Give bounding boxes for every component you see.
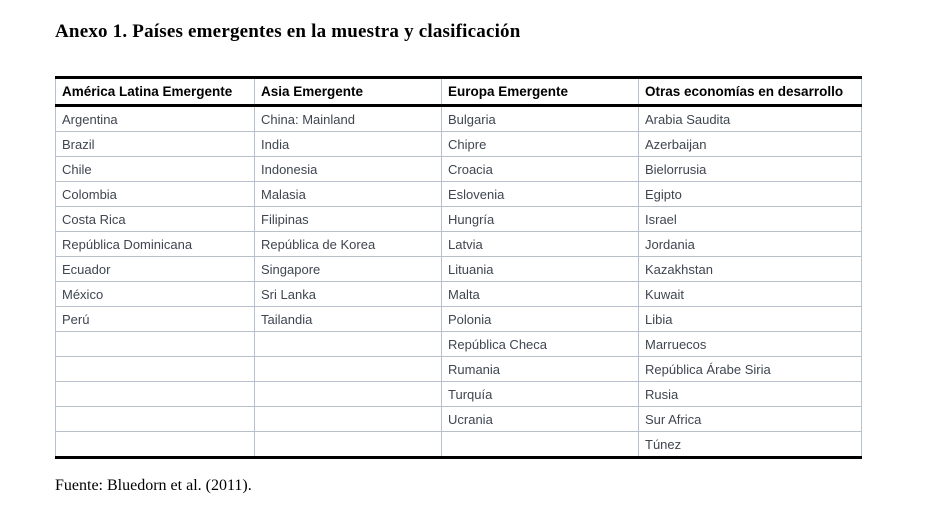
- table-cell: Malta: [441, 281, 639, 307]
- classification-table: América Latina Emergente Asia Emergente Eu…: [55, 76, 862, 459]
- table-cell: [254, 356, 442, 382]
- table-row: Túnez: [55, 431, 862, 459]
- table-row: Ucrania Sur Africa: [55, 406, 862, 432]
- table-cell: Croacia: [441, 156, 639, 182]
- table-cell: China: Mainland: [254, 105, 442, 132]
- page-title: Anexo 1. Países emergentes en la muestra…: [55, 21, 521, 42]
- table-cell: Rumania: [441, 356, 639, 382]
- table-cell: Tailandia: [254, 306, 442, 332]
- table-cell: Azerbaijan: [638, 131, 862, 157]
- table-cell: Marruecos: [638, 331, 862, 357]
- table-cell: Argentina: [55, 105, 255, 132]
- source-note: Fuente: Bluedorn et al. (2011).: [55, 477, 252, 494]
- table-cell: República de Korea: [254, 231, 442, 257]
- table-row: Turquía Rusia: [55, 381, 862, 407]
- table-row: Rumania República Árabe Siria: [55, 356, 862, 382]
- table-cell: [55, 331, 255, 357]
- table-cell: Sri Lanka: [254, 281, 442, 307]
- table-cell: México: [55, 281, 255, 307]
- table-cell: República Dominicana: [55, 231, 255, 257]
- table-cell: Turquía: [441, 381, 639, 407]
- table-cell: Israel: [638, 206, 862, 232]
- table-cell: Singapore: [254, 256, 442, 282]
- table-cell: Eslovenia: [441, 181, 639, 207]
- table-cell: República Checa: [441, 331, 639, 357]
- table-cell: Filipinas: [254, 206, 442, 232]
- table-cell: [441, 431, 639, 459]
- table-row: República Checa Marruecos: [55, 331, 862, 357]
- table-row: México Sri Lanka Malta Kuwait: [55, 281, 862, 307]
- table-row: Colombia Malasia Eslovenia Egipto: [55, 181, 862, 207]
- table-cell: [254, 381, 442, 407]
- table-cell: [55, 381, 255, 407]
- table-cell: Hungría: [441, 206, 639, 232]
- table-body: Argentina China: Mainland Bulgaria Arabia S…: [55, 105, 862, 459]
- table-cell: [55, 356, 255, 382]
- table-cell: Colombia: [55, 181, 255, 207]
- table-row: Argentina China: Mainland Bulgaria Arabia S…: [55, 105, 862, 132]
- table-cell: Chipre: [441, 131, 639, 157]
- table-cell: Indonesia: [254, 156, 442, 182]
- table-row: Perú Tailandia Polonia Libia: [55, 306, 862, 332]
- table-cell: [254, 331, 442, 357]
- table-cell: Brazil: [55, 131, 255, 157]
- table-row: Brazil India Chipre Azerbaijan: [55, 131, 862, 157]
- table-cell: [55, 431, 255, 459]
- table-row: Ecuador Singapore Lituania Kazakhstan: [55, 256, 862, 282]
- table-cell: India: [254, 131, 442, 157]
- table-cell: Ecuador: [55, 256, 255, 282]
- table-cell: Bulgaria: [441, 105, 639, 132]
- table-cell: República Árabe Siria: [638, 356, 862, 382]
- column-header: Otras economías en desarrollo: [638, 76, 862, 107]
- table-cell: Kazakhstan: [638, 256, 862, 282]
- table-cell: Ucrania: [441, 406, 639, 432]
- table-cell: Jordania: [638, 231, 862, 257]
- table-cell: Arabia Saudita: [638, 105, 862, 132]
- table-cell: Latvia: [441, 231, 639, 257]
- table-cell: Polonia: [441, 306, 639, 332]
- column-header: Europa Emergente: [441, 76, 639, 107]
- table-cell: [254, 431, 442, 459]
- table-cell: Kuwait: [638, 281, 862, 307]
- table-header: América Latina Emergente Asia Emergente Eu…: [55, 76, 862, 107]
- table-cell: Malasia: [254, 181, 442, 207]
- table-row: Chile Indonesia Croacia Bielorrusia: [55, 156, 862, 182]
- table-cell: Rusia: [638, 381, 862, 407]
- table-cell: [254, 406, 442, 432]
- table-cell: Perú: [55, 306, 255, 332]
- table-cell: Bielorrusia: [638, 156, 862, 182]
- column-header: Asia Emergente: [254, 76, 442, 107]
- table-cell: Costa Rica: [55, 206, 255, 232]
- page: Anexo 1. Países emergentes en la muestra…: [55, 21, 862, 494]
- table-row: Costa Rica Filipinas Hungría Israel: [55, 206, 862, 232]
- column-header: América Latina Emergente: [55, 76, 255, 107]
- table-cell: Túnez: [638, 431, 862, 459]
- table-cell: Egipto: [638, 181, 862, 207]
- header-row: América Latina Emergente Asia Emergente Eu…: [55, 76, 862, 107]
- table-row: República Dominicana República de Korea La…: [55, 231, 862, 257]
- table-cell: Chile: [55, 156, 255, 182]
- table-cell: Sur Africa: [638, 406, 862, 432]
- table-cell: Libia: [638, 306, 862, 332]
- table-cell: Lituania: [441, 256, 639, 282]
- table-cell: [55, 406, 255, 432]
